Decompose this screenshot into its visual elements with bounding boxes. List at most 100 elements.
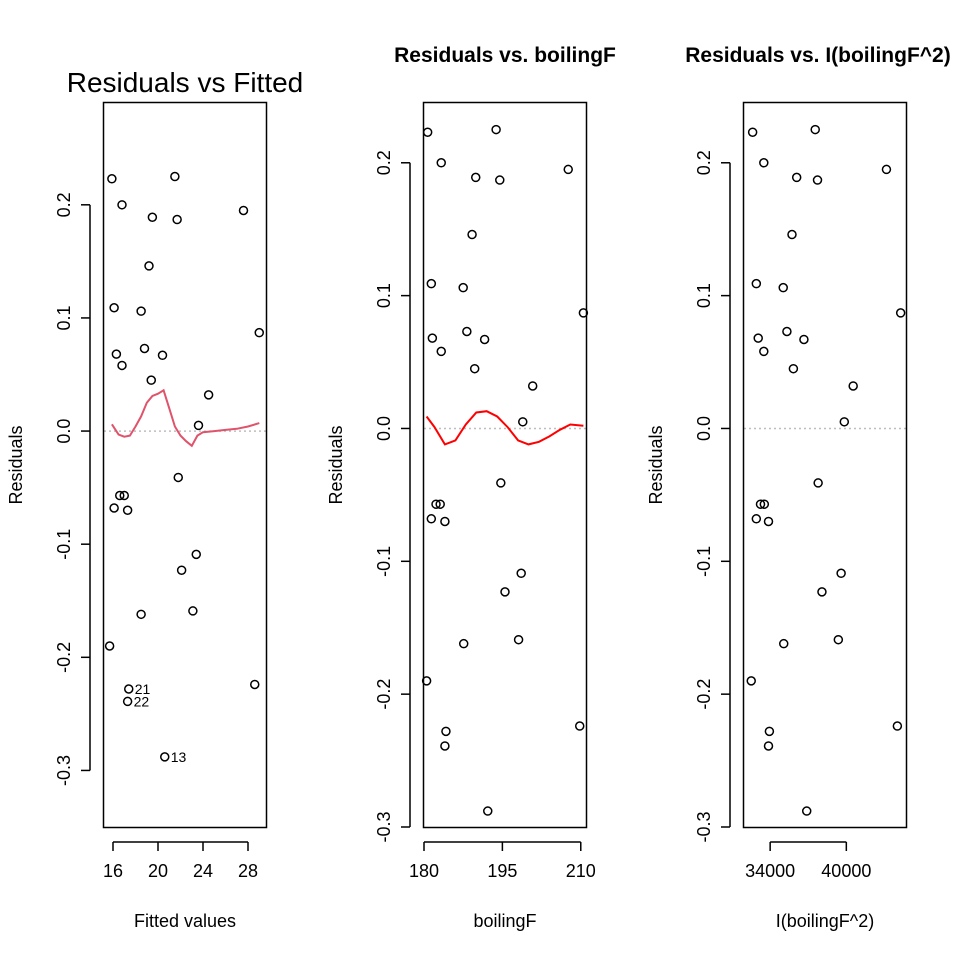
- data-point: [839, 417, 850, 427]
- data-point: [111, 349, 122, 359]
- data-point: [157, 350, 168, 361]
- data-point: [496, 478, 506, 488]
- x-axis: 16 20 24 28: [103, 841, 258, 881]
- plot-frame: [742, 101, 908, 829]
- data-point: [136, 609, 146, 620]
- y-axis: -0.3 -0.2 -0.1 0.0 0.1 0.2: [694, 150, 731, 843]
- data-point: [250, 679, 260, 690]
- y-tick-label: 0.1: [374, 283, 394, 308]
- x-tick-label: 210: [566, 861, 596, 881]
- x-tick-label: 16: [103, 861, 123, 881]
- data-point: [124, 684, 134, 694]
- panel-title: Residuals vs Fitted: [67, 67, 304, 98]
- data-point: [787, 229, 797, 240]
- data-point: [440, 516, 450, 527]
- data-point: [139, 343, 150, 354]
- data-point: [527, 381, 538, 391]
- data-point: [495, 175, 505, 185]
- y-axis: -0.3 -0.2 -0.1 0.0 0.1 0.2: [374, 150, 411, 843]
- data-points: [104, 171, 264, 762]
- data-point: [470, 172, 481, 183]
- y-tick-label: -0.3: [374, 811, 394, 842]
- data-point: [436, 158, 446, 168]
- x-tick-label: 24: [193, 861, 213, 881]
- y-tick-label: 0.0: [54, 419, 74, 444]
- data-point: [746, 676, 756, 686]
- plot-frame: [102, 101, 268, 829]
- data-point: [753, 333, 763, 343]
- x-axis-label: Fitted values: [134, 911, 236, 931]
- y-tick-label: 0.2: [694, 150, 714, 175]
- data-point: [146, 375, 156, 385]
- data-points: [421, 124, 589, 816]
- data-point: [764, 726, 775, 737]
- data-point: [117, 360, 127, 371]
- y-tick-label: -0.3: [54, 755, 74, 786]
- x-axis: 34000 40000: [745, 841, 871, 881]
- data-point: [836, 568, 846, 579]
- data-point: [467, 229, 477, 240]
- data-point: [500, 587, 510, 597]
- data-point: [422, 127, 433, 137]
- plot-frame: [422, 101, 588, 829]
- data-point: [426, 514, 437, 524]
- data-point: [188, 606, 198, 616]
- panel-title: Residuals vs. I(boilingF^2): [685, 44, 950, 67]
- data-point: [144, 261, 154, 271]
- data-point: [895, 308, 906, 318]
- data-point: [747, 127, 758, 137]
- data-point: [491, 124, 501, 135]
- data-point: [782, 326, 792, 337]
- data-point: [191, 549, 201, 560]
- data-point: [170, 171, 180, 182]
- data-point: [172, 214, 182, 225]
- data-point: [833, 634, 844, 645]
- y-tick-label: -0.2: [374, 679, 394, 710]
- data-point: [751, 514, 762, 524]
- residuals-vs-boilingf-squared-panel: Residuals vs. I(boilingF^2) 34000 40000 -…: [646, 44, 951, 931]
- y-tick-label: 0.1: [694, 283, 714, 308]
- data-point: [104, 641, 115, 651]
- data-point: [122, 696, 133, 707]
- y-axis-label: Residuals: [646, 425, 666, 504]
- data-point: [578, 308, 589, 318]
- data-point: [791, 172, 802, 183]
- x-axis: 180 195 210: [409, 841, 596, 881]
- y-tick-label: 0.1: [54, 305, 74, 330]
- data-point: [801, 806, 812, 816]
- data-point: [563, 164, 573, 175]
- y-tick-label: -0.3: [694, 811, 714, 842]
- point-label: 21: [135, 681, 151, 697]
- data-point: [812, 175, 823, 185]
- y-tick-label: -0.2: [694, 679, 714, 710]
- data-point: [788, 363, 799, 374]
- smooth-curve: [425, 410, 584, 446]
- y-tick-label: -0.1: [694, 546, 714, 577]
- data-point: [203, 390, 214, 400]
- data-point: [431, 499, 441, 509]
- y-tick-label: -0.1: [54, 529, 74, 560]
- data-point: [136, 306, 146, 316]
- y-tick-label: 0.0: [374, 416, 394, 441]
- data-point: [513, 634, 524, 645]
- smooth-curve: [111, 388, 260, 448]
- data-point: [799, 334, 809, 345]
- x-tick-label: 180: [409, 861, 439, 881]
- data-point: [778, 282, 788, 293]
- data-point: [440, 741, 450, 751]
- smooth-line: [425, 410, 584, 446]
- data-point: [574, 721, 585, 731]
- x-tick-label: 195: [487, 861, 517, 881]
- data-point: [173, 472, 183, 483]
- data-point: [462, 326, 472, 337]
- data-point: [892, 721, 903, 731]
- data-point: [426, 278, 437, 289]
- data-point: [109, 303, 119, 313]
- data-point: [483, 806, 493, 816]
- data-point: [469, 363, 480, 374]
- data-point: [778, 638, 789, 649]
- data-point: [810, 124, 820, 135]
- data-point: [848, 381, 858, 391]
